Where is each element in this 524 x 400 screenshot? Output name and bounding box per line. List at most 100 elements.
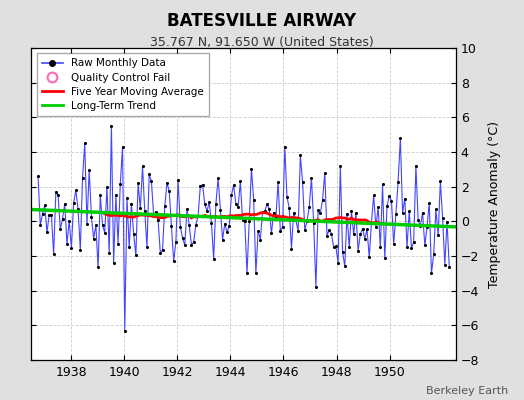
Point — [160, 203, 169, 210]
Point — [219, 237, 227, 243]
Point — [409, 239, 418, 246]
Point — [376, 244, 385, 250]
Point — [83, 221, 91, 228]
Point — [207, 220, 215, 226]
Text: Berkeley Earth: Berkeley Earth — [426, 386, 508, 396]
Point — [123, 194, 131, 201]
Point — [289, 210, 298, 216]
Point — [74, 206, 82, 212]
Point — [343, 211, 351, 217]
Point — [387, 197, 396, 204]
Point — [314, 207, 322, 214]
Point — [269, 210, 278, 216]
Point — [316, 210, 324, 216]
Point — [285, 205, 293, 211]
Point — [116, 180, 125, 187]
Point — [85, 167, 93, 173]
Point — [436, 178, 444, 185]
Point — [125, 244, 134, 250]
Point — [401, 196, 409, 202]
Point — [154, 217, 162, 224]
Point — [334, 260, 342, 266]
Point — [52, 189, 60, 195]
Point — [72, 187, 80, 193]
Point — [214, 175, 222, 181]
Point — [403, 244, 411, 250]
Point — [394, 178, 402, 185]
Point — [49, 251, 58, 258]
Point — [90, 236, 98, 242]
Point — [196, 183, 204, 189]
Point — [310, 220, 318, 226]
Point — [40, 202, 49, 208]
Point — [294, 228, 302, 234]
Point — [385, 193, 394, 199]
Point — [216, 206, 224, 213]
Point — [140, 208, 149, 214]
Point — [183, 206, 191, 212]
Point — [389, 241, 398, 248]
Point — [96, 192, 104, 198]
Point — [121, 327, 129, 334]
Point — [278, 224, 287, 230]
Point — [132, 252, 140, 258]
Point — [185, 222, 193, 228]
Point — [205, 199, 213, 205]
Point — [187, 242, 195, 248]
Point — [94, 264, 102, 271]
Point — [427, 270, 435, 276]
Point — [272, 214, 280, 220]
Point — [143, 244, 151, 250]
Point — [238, 217, 247, 223]
Point — [172, 239, 180, 245]
Point — [58, 216, 67, 222]
Point — [92, 222, 100, 228]
Point — [165, 188, 173, 194]
Point — [298, 178, 307, 185]
Point — [47, 212, 56, 218]
Point — [347, 208, 356, 214]
Point — [405, 208, 413, 214]
Point — [434, 232, 442, 238]
Point — [323, 232, 331, 239]
Point — [283, 194, 291, 200]
Point — [178, 235, 187, 241]
Point — [396, 135, 405, 141]
Point — [352, 210, 360, 216]
Point — [247, 166, 256, 172]
Point — [201, 201, 209, 207]
Point — [439, 215, 447, 221]
Point — [54, 192, 62, 198]
Text: BATESVILLE AIRWAY: BATESVILLE AIRWAY — [168, 12, 356, 30]
Legend: Raw Monthly Data, Quality Control Fail, Five Year Moving Average, Long-Term Tren: Raw Monthly Data, Quality Control Fail, … — [37, 53, 209, 116]
Point — [147, 178, 156, 185]
Point — [398, 210, 407, 216]
Point — [254, 227, 263, 234]
Point — [365, 254, 374, 260]
Point — [192, 222, 200, 228]
Point — [230, 182, 238, 188]
Point — [101, 230, 109, 236]
Point — [341, 263, 349, 269]
Point — [332, 243, 340, 250]
Point — [174, 176, 182, 183]
Point — [336, 163, 345, 169]
Point — [61, 200, 69, 207]
Point — [163, 180, 171, 186]
Point — [129, 230, 138, 237]
Point — [383, 203, 391, 209]
Point — [134, 180, 143, 186]
Point — [38, 210, 47, 217]
Point — [432, 206, 440, 213]
Point — [369, 192, 378, 198]
Point — [181, 242, 189, 248]
Point — [361, 236, 369, 242]
Point — [412, 163, 420, 169]
Point — [265, 206, 274, 212]
Point — [156, 249, 165, 256]
Point — [103, 184, 111, 190]
Point — [236, 178, 245, 185]
Point — [280, 144, 289, 150]
Point — [234, 204, 242, 210]
Point — [136, 205, 145, 212]
